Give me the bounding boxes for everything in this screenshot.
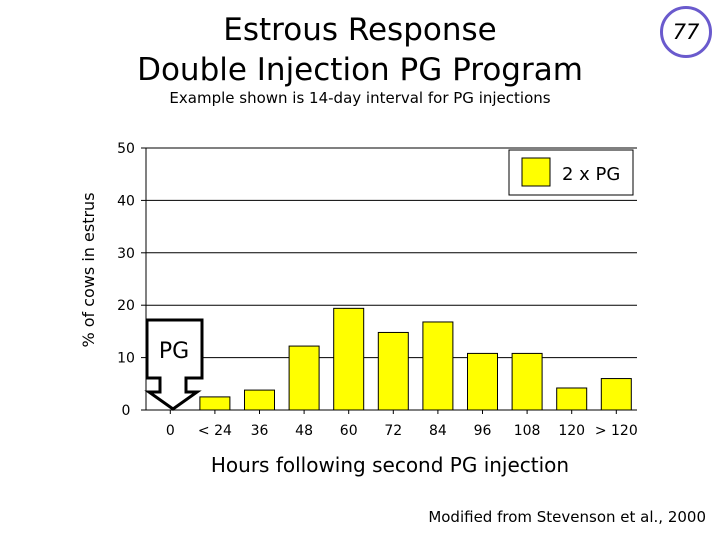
pg-arrow: PG (144, 318, 204, 411)
x-tick-label: 48 (295, 423, 313, 439)
bar (288, 345, 320, 411)
title-line-2: Double Injection PG Program (137, 52, 583, 88)
x-tick-label: 72 (384, 423, 402, 439)
x-tick-label: < 24 (198, 423, 232, 439)
x-tick-label: 120 (558, 423, 585, 439)
x-tick-label: 0 (166, 423, 175, 439)
gridlines (146, 147, 637, 359)
y-tick-label: 20 (117, 298, 135, 314)
pg-arrow-label: PG (159, 339, 189, 364)
bar (556, 387, 588, 411)
bar (511, 352, 543, 411)
bar (467, 352, 498, 411)
x-tick-label: 108 (514, 423, 541, 439)
source-credit: Modified from Stevenson et al., 2000 (428, 508, 706, 526)
x-tick-label: 84 (429, 423, 447, 439)
legend-swatch (521, 157, 551, 187)
y-tick-label: 50 (117, 141, 135, 157)
bar (377, 331, 409, 411)
y-tick-labels: 0 10 20 30 40 50 (117, 141, 135, 419)
legend-label: 2 x PG (562, 164, 620, 185)
bar (244, 389, 275, 411)
chart-subtitle: Example shown is 14-day interval for PG … (169, 89, 551, 107)
bar (199, 396, 231, 411)
x-tick-label: 96 (474, 423, 492, 439)
y-tick-label: 0 (122, 403, 131, 419)
pg-arrow-shape (144, 318, 204, 411)
y-tick-label: 30 (117, 246, 135, 262)
bar (333, 307, 365, 411)
legend: 2 x PG (508, 149, 634, 196)
x-axis-label: Hours following second PG injection (211, 453, 569, 477)
y-tick-label: 40 (117, 193, 135, 209)
chart-title: Estrous Response Double Injection PG Pro… (100, 10, 620, 90)
y-tick-label: 10 (117, 351, 135, 367)
y-axis-label: % of cows in estrus (79, 192, 98, 347)
x-tick-label: 60 (340, 423, 358, 439)
x-tick-label: > 120 (595, 423, 638, 439)
slide-number-badge: 77 (660, 6, 712, 58)
bars (199, 307, 632, 411)
bar (422, 321, 454, 411)
x-tick-label: 36 (251, 423, 269, 439)
bar (600, 378, 632, 411)
x-tick-labels: 0 < 24 36 48 60 72 84 96 108 120 > 120 (166, 423, 638, 439)
title-line-1: Estrous Response (223, 12, 497, 48)
